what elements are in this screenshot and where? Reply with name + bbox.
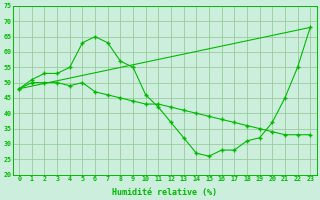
X-axis label: Humidité relative (%): Humidité relative (%) (112, 188, 217, 197)
